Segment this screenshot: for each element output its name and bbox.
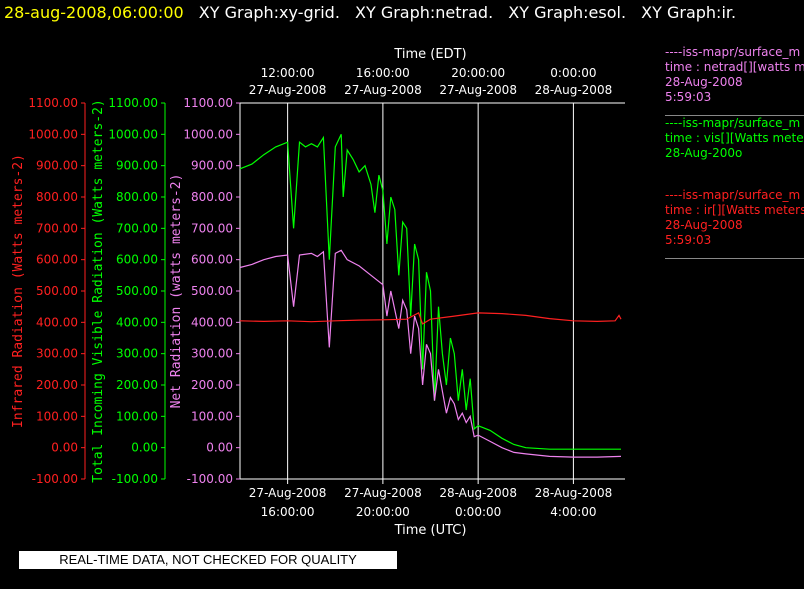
legend-source: ----iss-mapr/surface_m	[665, 188, 801, 202]
y-tick-label-vis: 700.00	[116, 221, 158, 235]
y-axis-title-net: Net Radiation (watts meters-2)	[169, 174, 184, 409]
y-tick-label-vis: 400.00	[116, 315, 158, 329]
y-tick-label-vis: 200.00	[116, 378, 158, 392]
y-tick-label-vis: 300.00	[116, 347, 158, 361]
graph-title-esol: XY Graph:esol.	[508, 3, 627, 22]
x-tick-label-time: 16:00:00	[261, 505, 315, 519]
legend-time: 5:59:03	[665, 90, 712, 104]
axes-layer	[81, 102, 625, 484]
legend-field: time : vis[][Watts mete	[665, 131, 804, 145]
y-tick-label-vis: 800.00	[116, 190, 158, 204]
y-tick-label-net: 100.00	[191, 409, 233, 423]
y-tick-label-vis: 900.00	[116, 159, 158, 173]
series-line-ir	[239, 312, 622, 325]
y-tick-label-ir: 600.00	[36, 253, 78, 267]
y-tick-label-net: 0.00	[206, 441, 233, 455]
x-tick-label-time: 4:00:00	[550, 505, 596, 519]
legend-vis: ----iss-mapr/surface_m time : vis[][Watt…	[665, 116, 804, 172]
grid-layer	[287, 103, 574, 479]
y-tick-label-ir: 800.00	[36, 190, 78, 204]
x-top-axis-label: Time (EDT)	[393, 47, 466, 62]
graph-title-xy-grid: XY Graph:xy-grid.	[198, 3, 340, 22]
legend-time: 5:59:03	[665, 233, 712, 247]
series-line-vis	[239, 134, 621, 450]
series-line-net	[239, 249, 622, 458]
x-axis-label: Time (UTC)	[394, 523, 467, 538]
y-tick-label-ir: 100.00	[36, 409, 78, 423]
x-top-tick-label-date: 27-Aug-2008	[439, 83, 517, 97]
y-tick-label-ir: 200.00	[36, 378, 78, 392]
x-top-tick-label-time: 16:00:00	[356, 66, 410, 80]
graph-title-ir: XY Graph:ir.	[641, 3, 737, 22]
y-tick-label-ir: 500.00	[36, 284, 78, 298]
y-tick-label-vis: 1000.00	[108, 127, 158, 141]
legend-date: 28-Aug-2008	[665, 218, 743, 232]
y-tick-label-vis: 500.00	[116, 284, 158, 298]
legend-ir: ----iss-mapr/surface_m time : ir[][Watts…	[665, 188, 804, 259]
quality-banner: REAL-TIME DATA, NOT CHECKED FOR QUALITY	[19, 551, 397, 569]
x-tick-label-date: 27-Aug-2008	[249, 486, 327, 500]
y-tick-label-net: 1000.00	[183, 127, 233, 141]
legend-field: time : netrad[][watts m	[665, 60, 804, 74]
y-tick-label-vis: 100.00	[116, 409, 158, 423]
label-layer: 27-Aug-2008 16:00:00 12:00:00 27-Aug-2008 27…	[11, 47, 612, 538]
y-tick-label-ir: 1100.00	[28, 96, 78, 110]
y-tick-label-ir: -100.00	[32, 472, 78, 486]
y-tick-label-vis: 1100.00	[108, 96, 158, 110]
y-tick-label-ir: 1000.00	[28, 127, 78, 141]
x-top-tick-label-date: 27-Aug-2008	[344, 83, 422, 97]
x-tick-label-time: 0:00:00	[455, 505, 501, 519]
legend-field: time : ir[][Watts meters	[665, 203, 804, 217]
x-tick-label-date: 28-Aug-2008	[535, 486, 613, 500]
y-tick-label-net: 500.00	[191, 284, 233, 298]
y-tick-label-net: 800.00	[191, 190, 233, 204]
y-tick-label-ir: 900.00	[36, 159, 78, 173]
y-tick-label-ir: 700.00	[36, 221, 78, 235]
y-axis-title-vis: Total Incoming Visible Radiation (Watts …	[91, 99, 106, 483]
x-top-tick-label-date: 28-Aug-2008	[535, 83, 613, 97]
title-bar: 28-aug-2008,06:00:00 XY Graph:xy-grid. X…	[0, 0, 804, 28]
y-tick-label-vis: 0.00	[131, 441, 158, 455]
y-axis-title-ir: Infrared Radiation (Watts meters-2)	[11, 154, 26, 428]
timestamp-label: 28-aug-2008,06:00:00	[4, 3, 184, 22]
legend-date: 28-Aug-2008	[665, 75, 743, 89]
x-tick-label-date: 27-Aug-2008	[344, 486, 422, 500]
graph-title-netrad: XY Graph:netrad.	[355, 3, 494, 22]
x-tick-label-date: 28-Aug-2008	[439, 486, 517, 500]
x-top-tick-label-time: 12:00:00	[261, 66, 315, 80]
y-tick-label-net: 900.00	[191, 159, 233, 173]
y-tick-label-net: 1100.00	[183, 96, 233, 110]
y-tick-label-net: 600.00	[191, 253, 233, 267]
legend-date: 28-Aug-200o	[665, 146, 743, 160]
series-layer	[239, 134, 622, 458]
y-tick-label-vis: 600.00	[116, 253, 158, 267]
legend-netrad: ----iss-mapr/surface_m time : netrad[][w…	[665, 45, 804, 116]
legend-source: ----iss-mapr/surface_m	[665, 116, 801, 130]
y-tick-label-net: 200.00	[191, 378, 233, 392]
y-tick-label-net: 700.00	[191, 221, 233, 235]
x-tick-label-time: 20:00:00	[356, 505, 410, 519]
y-tick-label-ir: 400.00	[36, 315, 78, 329]
x-top-tick-label-date: 27-Aug-2008	[249, 83, 327, 97]
y-tick-label-net: -100.00	[187, 472, 233, 486]
x-top-tick-label-time: 0:00:00	[550, 66, 596, 80]
legend-source: ----iss-mapr/surface_m	[665, 45, 801, 59]
y-tick-label-ir: 300.00	[36, 347, 78, 361]
y-tick-label-net: 400.00	[191, 315, 233, 329]
x-top-tick-label-time: 20:00:00	[451, 66, 505, 80]
y-tick-label-ir: 0.00	[51, 441, 78, 455]
y-tick-label-vis: -100.00	[112, 472, 158, 486]
y-tick-label-net: 300.00	[191, 347, 233, 361]
